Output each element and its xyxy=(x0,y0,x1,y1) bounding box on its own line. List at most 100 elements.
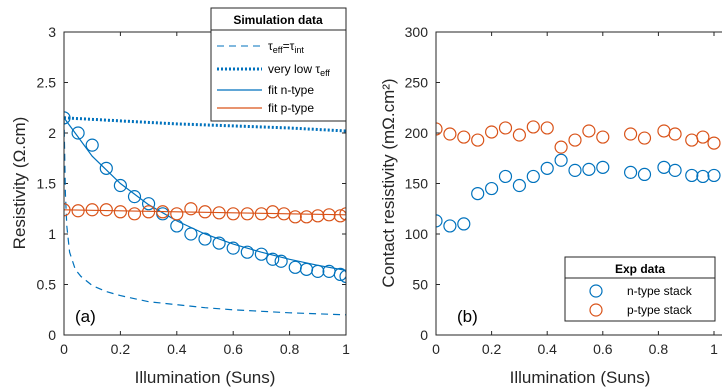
data-point-p-type-data xyxy=(212,206,226,220)
panel-a: 0 0.2 0.4 0.6 0.8 1 0 0.5 1 1.5 2 2.5 3 Illuminatio… xyxy=(10,7,350,387)
data-point-p-type-stack xyxy=(707,136,721,150)
data-point-p-type-stack xyxy=(554,140,568,154)
data-point-n-type-stack xyxy=(685,168,699,183)
data-point-n-type-data xyxy=(254,247,268,261)
axes-box-a xyxy=(63,31,347,336)
x-tick-label: 0.2 xyxy=(482,341,502,357)
data-point-n-type-stack xyxy=(443,219,457,233)
data-point-p-type-data xyxy=(311,209,325,223)
legend-box-a xyxy=(210,7,347,122)
y-tick-label: 0 xyxy=(48,327,56,343)
data-point-p-type-stack xyxy=(696,130,710,144)
series-group-a xyxy=(64,111,346,316)
y-tick-label: 0.5 xyxy=(37,277,57,293)
data-point-p-type-data xyxy=(127,207,142,221)
data-point-p-type-stack xyxy=(623,127,638,141)
data-point-n-type-data xyxy=(212,236,226,250)
x-axis-label-b: Illumination (Suns) xyxy=(510,368,651,387)
data-point-p-type-data xyxy=(71,204,85,218)
data-point-p-type-data xyxy=(142,205,156,219)
panel-label-a: (a) xyxy=(75,307,96,326)
data-point-n-type-data xyxy=(142,197,156,211)
series-line-fit-n-type xyxy=(64,117,346,271)
y-tick-label: 250 xyxy=(405,75,429,91)
x-tick-label: 0.2 xyxy=(111,341,131,357)
legend-label-fit-p: fit p-type xyxy=(268,101,314,115)
y-tick-label: 3 xyxy=(48,24,56,40)
x-tick-label: 0 xyxy=(60,341,68,357)
data-point-p-type-data xyxy=(170,207,184,221)
data-point-n-type-stack xyxy=(657,160,671,174)
legend-exp-data: Exp data n-type stack p-type stack xyxy=(564,256,716,322)
legend-title-b: Exp data xyxy=(615,262,665,276)
x-tick-label: 1 xyxy=(342,341,350,357)
data-point-n-type-stack xyxy=(471,187,485,201)
data-point-n-type-stack xyxy=(696,169,710,184)
legend-label-fit-n: fit n-type xyxy=(268,83,314,97)
data-point-p-type-data xyxy=(113,205,128,219)
panel-b: 0 0.2 0.4 0.6 0.8 1 0 50 100 150 200 250 300 Illumi… xyxy=(379,24,722,387)
data-point-n-type-data xyxy=(266,252,280,266)
x-tick-label: 0 xyxy=(432,341,440,357)
data-point-p-type-data xyxy=(333,209,346,223)
legend-simulation: Simulation data τeff=τint very low τeff … xyxy=(210,7,347,122)
data-point-p-type-stack xyxy=(471,133,485,147)
series-line--eff-int xyxy=(64,117,346,316)
legend-title-a: Simulation data xyxy=(233,13,323,27)
y-axis-label-a: Resistivity (Ω.cm) xyxy=(10,117,29,250)
y-axis-label-b: Contact resistivity (mΩ.cm²) xyxy=(379,78,398,287)
data-point-p-type-stack xyxy=(637,131,652,145)
data-point-n-type-stack xyxy=(637,167,652,182)
legend-swatch-p-stack xyxy=(589,303,603,317)
data-point-n-type-stack xyxy=(457,217,471,231)
panel-label-b: (b) xyxy=(457,307,478,326)
x-tick-label: 1 xyxy=(710,341,718,357)
data-point-n-type-stack xyxy=(436,214,443,228)
data-point-n-type-stack xyxy=(526,169,540,184)
data-point-p-type-stack xyxy=(582,124,596,138)
data-point-p-type-stack xyxy=(526,120,540,134)
data-point-n-type-data xyxy=(127,190,142,204)
series-line-fit-p-type xyxy=(64,209,346,216)
x-axis-label-a: Illumination (Suns) xyxy=(135,368,276,387)
y-tick-label: 2 xyxy=(48,125,56,141)
data-point-n-type-data xyxy=(274,254,288,268)
data-point-p-type-data xyxy=(226,207,240,221)
legend-label-p-stack: p-type stack xyxy=(627,303,693,317)
data-point-n-type-stack xyxy=(540,161,554,175)
data-point-n-type-stack xyxy=(512,178,527,193)
data-point-n-type-data xyxy=(99,161,113,175)
data-point-p-type-data xyxy=(156,205,170,219)
data-point-n-type-stack xyxy=(668,163,682,177)
data-point-p-type-stack xyxy=(685,133,699,147)
data-point-n-type-stack xyxy=(568,163,582,177)
x-tick-label: 0.4 xyxy=(167,341,187,357)
data-point-p-type-data xyxy=(85,203,99,217)
y-tick-label: 200 xyxy=(405,125,429,141)
data-point-p-type-stack xyxy=(443,127,457,141)
data-point-p-type-stack xyxy=(668,127,682,141)
x-ticks-a: 0 0.2 0.4 0.6 0.8 1 xyxy=(60,32,350,357)
data-point-n-type-stack xyxy=(582,162,596,176)
data-point-n-type-stack xyxy=(554,153,568,167)
series-line-very-low-eff xyxy=(64,116,346,133)
y-tick-label: 150 xyxy=(405,176,429,192)
data-point-n-type-stack xyxy=(596,160,610,174)
data-point-p-type-stack xyxy=(540,121,554,135)
data-point-p-type-data xyxy=(339,207,346,221)
x-tick-label: 0.8 xyxy=(649,341,669,357)
legend-swatch-n-stack xyxy=(589,284,603,298)
data-point-n-type-data xyxy=(311,264,325,278)
data-point-p-type-data xyxy=(184,202,198,216)
legend-label-very-low: very low τeff xyxy=(268,62,330,78)
data-point-n-type-stack xyxy=(498,169,513,184)
y-tick-label: 50 xyxy=(412,277,428,293)
x-tick-label: 0.6 xyxy=(223,341,243,357)
data-point-n-type-data xyxy=(240,245,254,259)
data-point-n-type-data xyxy=(333,267,346,281)
data-point-p-type-data xyxy=(288,210,302,224)
data-point-p-type-stack xyxy=(596,130,610,144)
y-tick-label: 1.5 xyxy=(37,176,57,192)
data-point-n-type-data xyxy=(64,111,71,125)
